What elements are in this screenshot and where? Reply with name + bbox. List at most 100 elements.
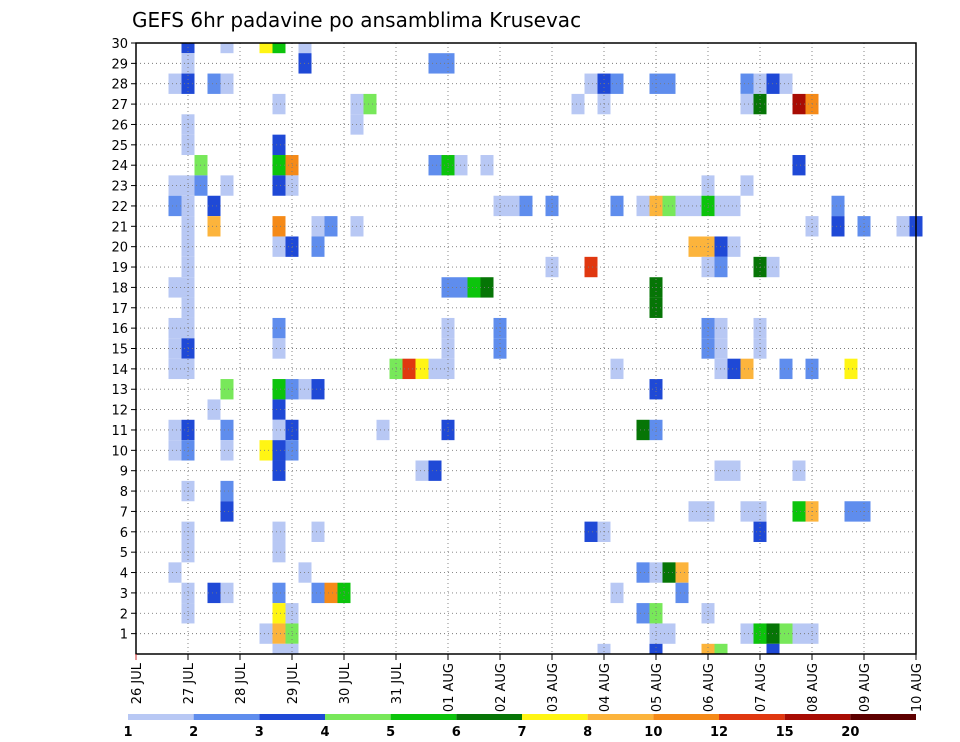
heatmap-cell: [727, 195, 741, 217]
heatmap-cell: [168, 562, 182, 583]
heatmap-cell: [272, 541, 286, 563]
colorbar: 1 2 3 4 5 6 7 8 10 12 15 20: [123, 714, 916, 740]
heatmap-cell: [324, 582, 338, 604]
y-tick-label: 25: [111, 139, 128, 154]
colorbar-segment: [325, 714, 391, 720]
colorbar-segment: [587, 714, 654, 720]
colorbar-label: 7: [517, 725, 526, 740]
heatmap-cell: [480, 155, 494, 176]
gridlines: [136, 43, 916, 654]
heatmap-cell: [727, 358, 741, 380]
heatmap-cell: [636, 419, 650, 441]
y-tick-label: 27: [111, 98, 128, 113]
heatmap-cell: [792, 460, 806, 481]
heatmap-cell: [259, 623, 273, 644]
heatmap-cell: [727, 460, 741, 481]
heatmap-cell: [675, 582, 689, 604]
x-tick-label: 28 JUL: [234, 662, 249, 704]
colorbar-label: 5: [386, 725, 395, 740]
heatmap-cell: [688, 501, 702, 522]
colorbar-label: 12: [710, 725, 728, 740]
heatmap-cell: [675, 195, 689, 217]
heatmap-cell: [584, 73, 598, 94]
heatmap-cell: [220, 480, 234, 502]
heatmap-cell: [272, 603, 286, 624]
heatmap-cell: [272, 623, 286, 644]
heatmap-cell: [467, 277, 481, 298]
heatmap-cell: [428, 155, 442, 176]
heatmap-cell: [844, 358, 858, 380]
x-tick-label: 09 AUG: [858, 663, 873, 712]
heatmap-cell: [272, 338, 286, 359]
heatmap-cell: [168, 358, 182, 380]
heatmap-cell: [168, 195, 182, 217]
x-tick-label: 06 AUG: [702, 663, 717, 712]
heatmap-cell: [675, 562, 689, 583]
colorbar-segment: [719, 714, 785, 720]
colorbar-segment: [193, 714, 260, 720]
heatmap-cell: [220, 379, 234, 400]
heatmap-cell: [649, 643, 663, 654]
heatmap-cell: [740, 501, 754, 522]
heatmap-cell: [181, 43, 195, 54]
heatmap-cell: [519, 195, 533, 217]
heatmap-cell: [636, 562, 650, 583]
y-tick-label: 24: [111, 159, 128, 174]
heatmap-cell: [168, 277, 182, 298]
colorbar-segment: [522, 714, 588, 720]
heatmap-cell: [298, 43, 312, 54]
heatmap-cell: [779, 358, 793, 380]
heatmap-cell: [272, 419, 286, 441]
y-tick-label: 20: [111, 241, 128, 256]
y-tick-label: 19: [111, 261, 128, 276]
heatmap-cell: [311, 216, 325, 237]
colorbar-label: 15: [776, 725, 794, 740]
heatmap-cell: [597, 643, 611, 654]
x-tick-label: 01 AUG: [442, 663, 457, 712]
heatmap-cell: [168, 175, 182, 196]
colorbar-label: 8: [583, 725, 592, 740]
heatmap-cell: [688, 195, 702, 217]
x-tick-label: 04 AUG: [598, 663, 613, 712]
y-tick-label: 26: [111, 118, 128, 133]
heatmap-cell: [272, 521, 286, 542]
heatmap-cell: [220, 501, 234, 522]
y-tick-label: 21: [111, 220, 128, 235]
heatmap-cell: [168, 419, 182, 441]
heatmap-cell: [272, 216, 286, 237]
y-tick-label: 9: [120, 465, 128, 480]
heatmap-cell: [779, 623, 793, 644]
x-axis-ticks: 26 JUL 27 JUL 28 JUL 29 JUL 30 JUL 31 JUL 01 A…: [130, 654, 925, 712]
heatmap-cell: [311, 379, 325, 400]
colorbar-segment: [784, 714, 851, 720]
x-tick-label: 10 AUG: [910, 663, 925, 712]
heatmap-cell: [220, 43, 234, 54]
heatmap-cell: [714, 643, 728, 654]
heatmap-cell: [272, 440, 286, 461]
heatmap-cell: [220, 73, 234, 94]
y-tick-label: 3: [120, 587, 128, 602]
y-tick-label: 11: [111, 424, 128, 439]
heatmap-cell: [740, 358, 754, 380]
heatmap-cell: [792, 501, 806, 522]
heatmap-cell: [207, 195, 221, 217]
chart-title: GEFS 6hr padavine po ansamblima Krusevac: [132, 8, 581, 32]
heatmap-cell: [311, 236, 325, 257]
colorbar-segment: [390, 714, 457, 720]
heatmap-cell: [168, 317, 182, 339]
heatmap-cell: [207, 73, 221, 94]
heatmap-cell: [701, 643, 715, 654]
heatmap-cell: [766, 643, 780, 654]
y-tick-label: 10: [111, 444, 128, 459]
x-tick-label: 27 JUL: [182, 662, 197, 704]
colorbar-label: 6: [452, 725, 461, 740]
x-tick-label: 26 JUL: [130, 662, 145, 704]
heatmap-cell: [415, 460, 429, 481]
y-tick-label: 4: [120, 567, 128, 582]
y-tick-label: 17: [111, 302, 128, 317]
heatmap-cell: [792, 155, 806, 176]
heatmap-cell: [727, 236, 741, 257]
heatmap-cell: [220, 440, 234, 461]
heatmap-cell: [220, 419, 234, 441]
